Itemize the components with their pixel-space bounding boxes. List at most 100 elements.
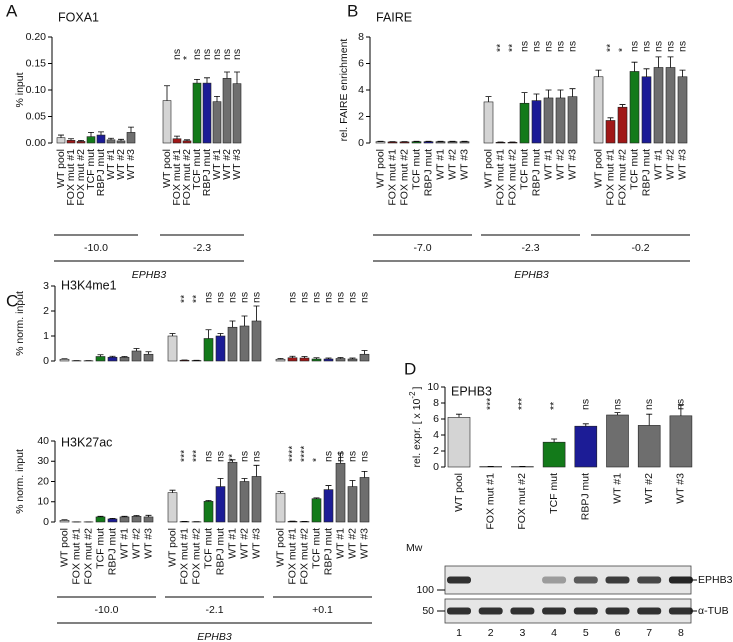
error-bar xyxy=(58,134,64,138)
bar xyxy=(606,414,629,468)
bar xyxy=(543,97,554,144)
error-bar xyxy=(313,497,320,499)
lane-number: 4 xyxy=(551,627,557,639)
error-bar xyxy=(97,515,104,517)
category-label: FOX mut #2 xyxy=(398,149,410,206)
bar xyxy=(239,481,250,523)
error-bar xyxy=(205,329,212,339)
significance-label: ns xyxy=(191,49,203,60)
error-bar xyxy=(557,89,564,98)
error-bar xyxy=(301,356,308,358)
y-axis-label-exp: -2 xyxy=(408,391,417,399)
bar xyxy=(447,141,458,144)
category-label: WT #3 xyxy=(142,528,154,559)
category-label: WT #3 xyxy=(125,149,137,180)
mw-marker: 50 xyxy=(422,605,434,617)
bar xyxy=(172,138,182,144)
category-label: WT #1 xyxy=(434,149,446,180)
error-bar xyxy=(361,350,368,355)
significance-label: ns xyxy=(358,451,370,462)
category-label: WT #1 xyxy=(211,149,223,180)
band-label: α-TUB xyxy=(698,605,729,617)
category-label: RBPJ mut xyxy=(580,473,592,520)
category-label: FOX mut #1 xyxy=(386,149,398,206)
lane-number: 3 xyxy=(519,627,525,639)
significance-label: ns xyxy=(250,292,262,303)
error-bar xyxy=(214,95,220,102)
category-label: WT #3 xyxy=(358,528,370,559)
error-bar xyxy=(607,117,614,121)
category-label: WT pool xyxy=(55,149,67,188)
panel-letter: C xyxy=(6,291,18,310)
significance-label: ns xyxy=(664,41,676,52)
category-label: WT pool xyxy=(58,528,70,567)
bar xyxy=(126,132,136,144)
bar xyxy=(483,101,494,144)
error-bar xyxy=(569,88,576,97)
bar xyxy=(629,71,640,144)
bar xyxy=(375,141,386,144)
category-label: FOX mut #2 xyxy=(516,473,528,530)
category-label: RBPJ mut xyxy=(214,528,226,575)
significance-label: ns xyxy=(611,399,623,410)
category-label: TCF mut xyxy=(310,528,322,569)
error-bar xyxy=(253,305,260,321)
group-label: -7.0 xyxy=(413,242,431,254)
y-tick-label: 6 xyxy=(358,57,364,69)
error-bar xyxy=(133,348,140,351)
significance-label: ns xyxy=(298,292,310,303)
error-bar xyxy=(109,355,116,358)
significance-label: ns xyxy=(518,41,530,52)
significance-label: ns xyxy=(652,41,664,52)
category-label: FOX mut #1 xyxy=(178,528,190,585)
panel-title: H3K27ac xyxy=(61,435,112,449)
bar xyxy=(182,140,192,144)
y-tick-label: 0.05 xyxy=(26,110,47,122)
significance-label: ns xyxy=(171,49,183,60)
bar xyxy=(203,501,214,523)
y-tick-label: 2 xyxy=(358,110,364,122)
bar xyxy=(335,358,346,362)
category-label: FOX mut #2 xyxy=(616,149,628,206)
y-tick-label: 0.15 xyxy=(26,57,47,69)
significance-label: ns xyxy=(554,41,566,52)
error-bar xyxy=(277,491,284,494)
bar xyxy=(143,353,154,362)
significance-label: ns xyxy=(322,451,334,462)
bar xyxy=(665,67,676,144)
bar xyxy=(641,76,652,144)
y-axis-label-text: % input xyxy=(14,72,26,107)
significance-label: ns xyxy=(566,41,578,52)
bar xyxy=(275,492,286,523)
bar xyxy=(227,461,238,523)
significance-label: ** xyxy=(494,44,506,52)
significance-label: ** xyxy=(548,402,560,410)
panel-title: FOXA1 xyxy=(58,10,99,24)
bar xyxy=(162,100,172,144)
bar xyxy=(519,102,530,144)
group-label: +0.1 xyxy=(312,604,333,616)
y-tick-label: 0.00 xyxy=(26,137,47,149)
error-bar xyxy=(169,489,176,493)
error-bar xyxy=(205,500,212,502)
error-bar xyxy=(337,452,344,464)
bar xyxy=(593,76,604,144)
blot-band xyxy=(605,607,630,615)
y-axis-label: % norm. input xyxy=(14,449,26,514)
significance-label: ns xyxy=(643,399,655,410)
gene-label: EPHB3 xyxy=(132,269,167,281)
error-bar xyxy=(224,71,230,79)
error-bar xyxy=(241,315,248,326)
category-label: RBPJ mut xyxy=(530,149,542,196)
significance-label: ns xyxy=(358,292,370,303)
lane-number: 8 xyxy=(678,627,684,639)
category-label: WT pool xyxy=(161,149,173,188)
category-label: WT #2 xyxy=(643,473,655,504)
category-label: FOX mut #1 xyxy=(171,149,183,206)
error-bar xyxy=(61,358,68,360)
error-bar xyxy=(595,69,602,77)
bar xyxy=(59,520,70,523)
error-bar xyxy=(174,135,180,139)
